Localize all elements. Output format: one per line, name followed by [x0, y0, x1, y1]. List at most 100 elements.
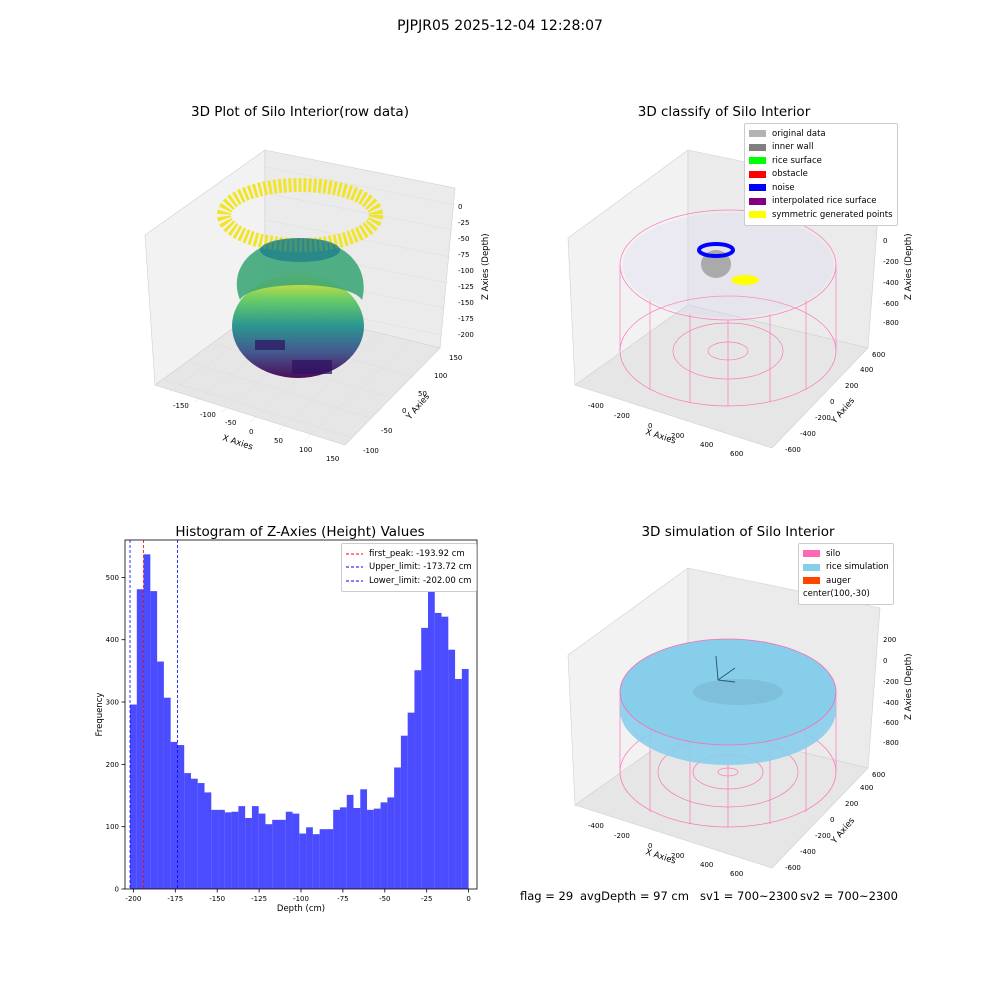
raw-y-tick: 100: [434, 372, 447, 380]
legend-label: auger: [826, 575, 851, 586]
histogram-bar: [333, 809, 340, 889]
legend-label: rice surface: [772, 155, 822, 166]
legend-swatch: [749, 170, 766, 178]
legend-label: noise: [772, 182, 795, 193]
legend-swatch: [749, 211, 766, 219]
histogram-bar: [150, 591, 158, 889]
legend-swatch: [749, 197, 766, 205]
raw-cloud-body: [232, 274, 364, 378]
histogram-bar: [143, 554, 151, 889]
status-avg-depth: avgDepth = 97 cm: [580, 889, 689, 903]
raw-y-tick: -50: [381, 427, 392, 435]
legend-swatch: [749, 130, 766, 138]
classify-y-tick: 600: [872, 351, 885, 359]
legend-swatch: [749, 143, 766, 151]
classify-y-tick: 400: [860, 366, 873, 374]
histogram-legend: first_peak: -193.92 cm Upper_limit: -173…: [341, 543, 477, 592]
sim-x-tick: 0: [648, 842, 652, 850]
raw-z-tick: -150: [458, 299, 474, 307]
histogram-bar: [130, 704, 137, 889]
sim-y-tick: -200: [815, 832, 831, 840]
raw-x-ticks: -150 -100 -50 0 50 100 150: [173, 402, 339, 463]
classify-x-tick: -400: [588, 402, 604, 410]
histogram-bar: [163, 697, 171, 889]
legend-label: Upper_limit: -173.72 cm: [369, 562, 472, 573]
classify-x-tick: 200: [671, 432, 684, 440]
sim-x-tick: -200: [614, 832, 630, 840]
raw-z-tick: 0: [458, 203, 462, 211]
histogram-x-tick-label: -150: [209, 895, 225, 903]
histogram-y-tick-label: 500: [106, 574, 119, 582]
raw-y-tick: 0: [402, 407, 406, 415]
histogram-bar: [136, 589, 144, 889]
histogram-bar: [400, 735, 408, 889]
histogram-bar: [414, 670, 422, 889]
legend-label: original data: [772, 128, 826, 139]
legend-item-inner-wall: inner wall: [749, 141, 893, 155]
histogram-bar: [360, 789, 368, 889]
raw-z-tick: -100: [458, 267, 474, 275]
sim-y-tick: 200: [845, 800, 858, 808]
sim-x-tick: 600: [730, 870, 743, 878]
raw-z-tick: -25: [458, 219, 469, 227]
raw-z-tick: -200: [458, 331, 474, 339]
raw-z-tick: -175: [458, 315, 474, 323]
legend-item-interpolated: interpolated rice surface: [749, 195, 893, 209]
raw-z-tick: -50: [458, 235, 469, 243]
histogram-y-tick-label: 300: [106, 699, 119, 707]
histogram-bar: [279, 819, 286, 889]
classify-x-ticks: -400 -200 0 200 400 600: [588, 402, 743, 458]
legend-item-silo: silo: [803, 547, 889, 561]
histogram-bar: [373, 808, 381, 889]
classify-z-tick: -600: [883, 300, 899, 308]
raw-z-tick: -75: [458, 251, 469, 259]
legend-label: center(100,-30): [803, 589, 870, 600]
raw-x-tick: 50: [274, 437, 283, 445]
legend-item-rice-simulation: rice simulation: [803, 561, 889, 575]
sim-x-axis-label: X Axies: [644, 847, 677, 866]
classify-x-tick: -200: [614, 412, 630, 420]
histogram-bar: [312, 834, 320, 889]
raw-x-tick: 100: [299, 446, 312, 454]
sim-z-tick: -400: [883, 699, 899, 707]
raw-y-ticks: -100 -50 0 50 100 150: [363, 354, 462, 455]
sim-z-tick: 200: [883, 636, 896, 644]
histogram-bar: [272, 819, 280, 889]
legend-item-center: center(100,-30): [803, 588, 889, 602]
histogram-bar: [387, 797, 395, 889]
histogram-bar: [407, 712, 415, 889]
histogram-chart[interactable]: -200 -175 -150 -125 -100 -75 -50 -25 0 0 100 200 30…: [90, 535, 490, 920]
sim-y-tick: 600: [872, 771, 885, 779]
legend-label: symmetric generated points: [772, 209, 893, 220]
histogram-y-axis-label: Frequency: [95, 693, 105, 737]
histogram-bar: [190, 778, 198, 889]
classify-y-tick: 0: [830, 398, 834, 406]
status-sv2: sv2 = 700~2300: [800, 889, 898, 903]
histogram-bar: [231, 811, 239, 889]
status-sv1: sv1 = 700~2300: [700, 889, 798, 903]
legend-item-upper-limit: Upper_limit: -173.72 cm: [346, 561, 472, 575]
classify-z-tick: 0: [883, 237, 887, 245]
histogram-bar: [367, 809, 374, 889]
sim-y-tick: -600: [785, 864, 801, 872]
histogram-x-tick-label: -175: [167, 895, 183, 903]
histogram-y-tick-label: 400: [106, 636, 119, 644]
histogram-x-tick-label: -75: [337, 895, 348, 903]
histogram-bar: [421, 627, 428, 889]
histogram-bar: [448, 649, 456, 889]
histogram-x-tick-label: -50: [379, 895, 390, 903]
legend-label: interpolated rice surface: [772, 196, 877, 207]
legend-item-rice-surface: rice surface: [749, 154, 893, 168]
sim-z-tick: -600: [883, 719, 899, 727]
sim-y-ticks: -600 -400 -200 0 200 400 600: [785, 771, 885, 872]
classify-noise-points: [697, 242, 735, 258]
histogram-bar: [285, 811, 293, 889]
histogram-title: Histogram of Z-Axies (Height) Values: [175, 524, 425, 540]
raw-x-axis-label: X Axies: [221, 433, 254, 452]
histogram-y-tick-label: 200: [106, 761, 119, 769]
histogram-x-tick-label: -25: [421, 895, 432, 903]
classify-symmetric-points: [731, 275, 759, 285]
classify-x-axis-label: X Axies: [644, 427, 677, 446]
histogram-bar: [455, 678, 462, 889]
